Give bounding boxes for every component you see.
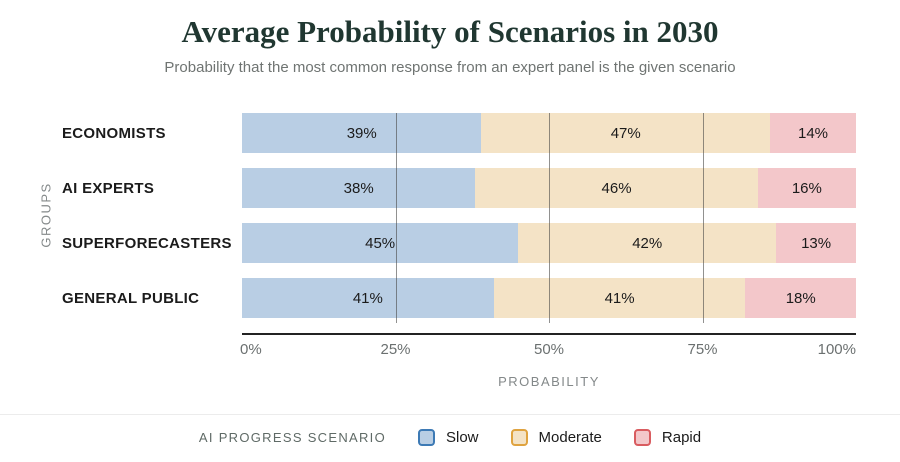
category-label: GENERAL PUBLIC [62,289,200,307]
legend-label: Rapid [661,429,702,446]
category-label: AI EXPERTS [62,179,155,197]
bar-segment-moderate: 41% [493,278,746,318]
category-label: SUPERFORECASTERS [62,234,232,252]
bar-segment-moderate: 47% [481,113,771,153]
stacked-bar: 41% 41% 18% [242,278,856,318]
bar-segment-slow: 38% [242,168,476,208]
legend-label: Slow [446,429,479,446]
x-tick: 50% [533,341,565,358]
x-axis-ticks: 0% 25% 50% 75% 100% [240,341,856,360]
bar-segment-slow: 45% [242,223,519,263]
stacked-bar-chart: GROUPS ECONOMISTS 39% 47% 14% AI EXPERTS… [0,113,900,389]
legend-label: Moderate [538,429,602,446]
bar-row-superforecasters: SUPERFORECASTERS 45% 42% 13% [0,223,900,263]
slow-swatch-icon [418,429,435,446]
x-axis-title: PROBABILITY [498,374,600,389]
chart-title: Average Probability of Scenarios in 2030 [181,14,719,49]
legend-item-rapid: Rapid [633,429,702,446]
stacked-bar: 45% 42% 13% [242,223,856,263]
x-tick: 0% [240,341,262,358]
bar-segment-slow: 39% [242,113,482,153]
x-tick: 25% [380,341,411,358]
bar-row-ai-experts: AI EXPERTS 38% 46% 16% [0,168,900,208]
bar-segment-slow: 41% [242,278,494,318]
x-tick: 75% [687,341,718,358]
x-tick: 100% [817,341,856,358]
x-axis-line [242,333,856,335]
bar-segment-rapid: 13% [776,223,856,263]
bar-row-economists: ECONOMISTS 39% 47% 14% [0,113,900,153]
bar-segment-rapid: 16% [757,168,856,208]
chart-subtitle: Probability that the most common respons… [164,59,736,76]
y-axis-title: GROUPS [38,182,54,248]
stacked-bar: 39% 47% 14% [242,113,856,153]
category-label: ECONOMISTS [62,124,166,142]
moderate-swatch-icon [510,429,528,446]
rapid-swatch-icon [633,429,651,446]
legend-item-slow: Slow [418,429,479,446]
bar-segment-rapid: 14% [770,113,856,153]
legend-title: AI PROGRESS SCENARIO [198,430,386,445]
stacked-bar: 38% 46% 16% [242,168,856,208]
bar-row-general-public: GENERAL PUBLIC 41% 41% 18% [0,278,900,318]
bar-segment-rapid: 18% [745,278,856,318]
bar-segment-moderate: 46% [475,168,758,208]
legend-item-moderate: Moderate [510,429,602,446]
legend: AI PROGRESS SCENARIO Slow Moderate Rapid [0,429,900,446]
bar-segment-moderate: 42% [518,223,777,263]
legend-divider [0,414,900,415]
